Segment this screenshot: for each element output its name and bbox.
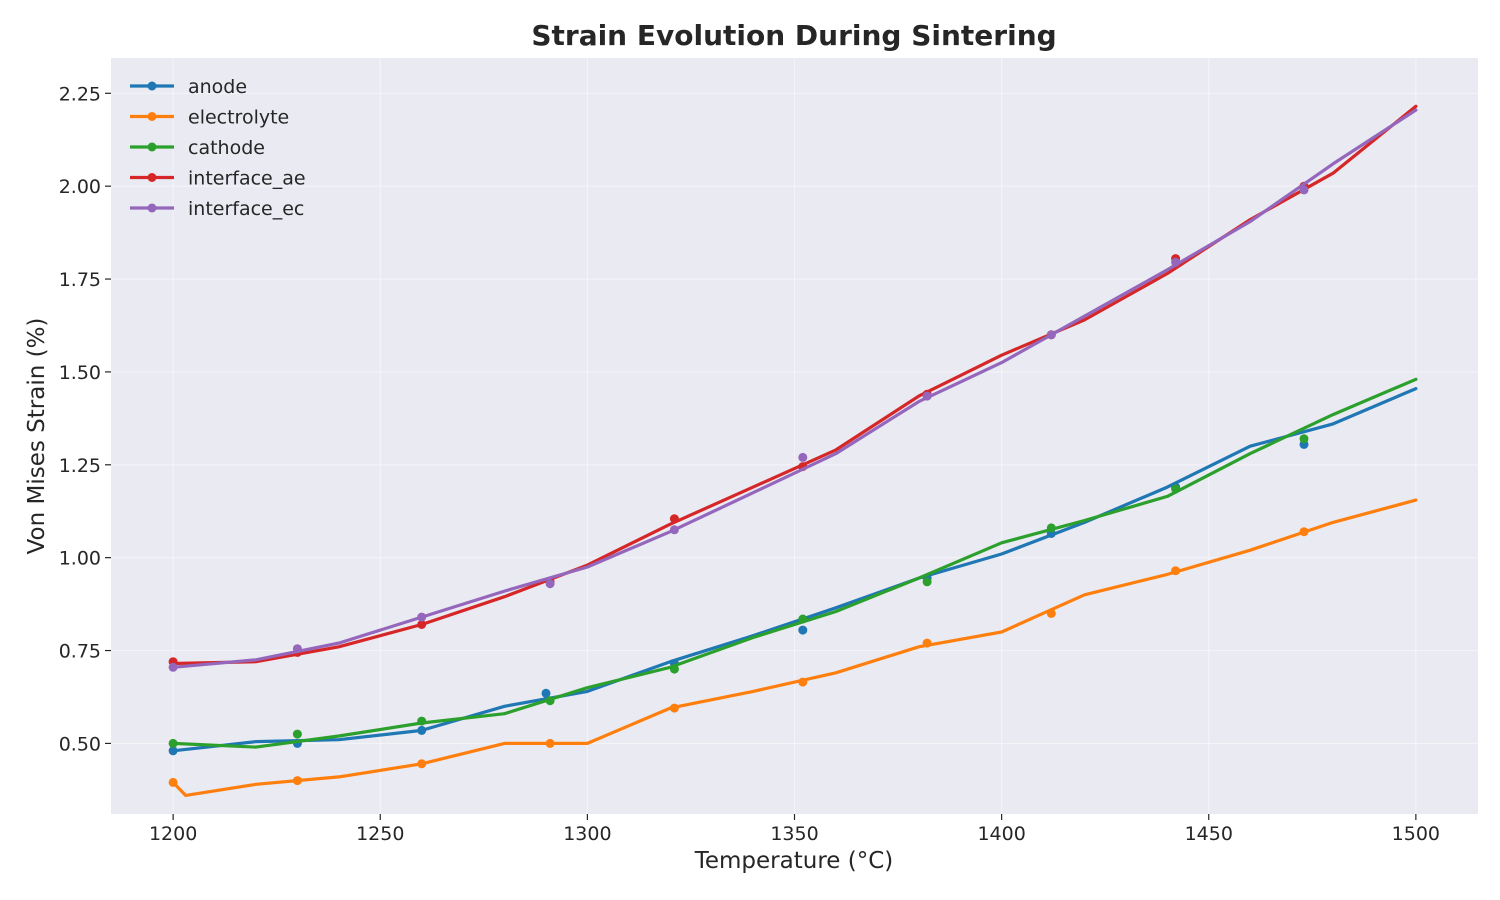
legend-marker: [147, 81, 157, 91]
legend-item-electrolyte: electrolyte: [130, 107, 289, 129]
data-point-electrolyte: [168, 777, 178, 787]
data-point-anode: [417, 725, 427, 735]
series-line-interface_ec: [171, 108, 1418, 669]
x-tick-label: 1250: [356, 823, 404, 845]
y-axis-label: Von Mises Strain (%): [24, 318, 50, 555]
data-point-interface_ec: [417, 612, 427, 622]
series-lines: [168, 104, 1418, 798]
data-point-cathode: [798, 614, 808, 624]
y-tick-label: 0.50: [59, 733, 101, 755]
data-point-interface_ec: [922, 391, 932, 401]
y-tick-label: 1.00: [59, 548, 101, 570]
legend-marker: [147, 173, 157, 182]
data-point-interface_ae: [669, 514, 679, 524]
series-line-cathode: [171, 377, 1418, 749]
y-tick-label: 1.75: [59, 269, 101, 291]
x-tick-label: 1300: [563, 823, 611, 845]
chart-title: Strain Evolution During Sintering: [531, 19, 1056, 52]
data-point-electrolyte: [1046, 608, 1056, 618]
data-point-interface_ec: [292, 644, 302, 654]
legend-item-cathode: cathode: [130, 137, 265, 159]
data-point-cathode: [417, 716, 427, 726]
data-point-electrolyte: [1171, 566, 1181, 576]
legend-label: interface_ec: [188, 198, 304, 220]
data-point-interface_ec: [1046, 330, 1056, 340]
data-point-electrolyte: [798, 677, 808, 687]
y-tick-label: 2.00: [59, 176, 101, 198]
legend-item-interface_ec: interface_ec: [130, 198, 304, 220]
legend-label: anode: [188, 76, 247, 98]
data-point-cathode: [1171, 484, 1181, 494]
legend-marker: [147, 142, 157, 152]
data-point-electrolyte: [669, 703, 679, 713]
x-tick-label: 1350: [770, 823, 818, 845]
data-point-cathode: [922, 577, 932, 587]
data-point-cathode: [1299, 434, 1309, 444]
plot-area: [111, 58, 1478, 814]
data-point-interface_ec: [1171, 257, 1181, 267]
data-point-anode: [541, 688, 551, 698]
x-tick-label: 1400: [977, 823, 1025, 845]
data-point-cathode: [168, 738, 178, 748]
series-interface_ec: [168, 108, 1418, 672]
x-axis-label: Temperature (°C): [694, 848, 894, 874]
data-point-electrolyte: [922, 638, 932, 648]
data-point-interface_ec: [669, 525, 679, 535]
legend-label: cathode: [188, 137, 265, 159]
data-point-anode: [798, 625, 808, 635]
data-point-electrolyte: [545, 738, 555, 748]
legend-marker: [147, 203, 157, 213]
y-tick-label: 1.25: [59, 455, 101, 477]
legend: anode electrolyte cathode interface_aeinter…: [130, 76, 306, 220]
y-axis-ticks: 0.50 0.75 1.00 1.25 1.50 1.75 2.00 2.25: [59, 83, 111, 755]
series-line-electrolyte: [171, 498, 1418, 798]
data-point-cathode: [292, 729, 302, 739]
y-tick-label: 0.75: [59, 641, 101, 663]
data-point-interface_ec: [798, 452, 808, 462]
legend-marker: [147, 112, 157, 121]
data-point-electrolyte: [1299, 527, 1309, 537]
y-tick-label: 2.25: [59, 83, 101, 105]
grid: [111, 58, 1478, 814]
data-point-interface_ec: [1299, 185, 1309, 195]
series-electrolyte: [168, 498, 1418, 798]
x-tick-label: 1500: [1392, 823, 1440, 845]
data-point-cathode: [1046, 523, 1056, 533]
data-point-anode: [168, 746, 178, 756]
legend-label: interface_ae: [188, 168, 306, 190]
series-cathode: [168, 377, 1418, 749]
data-point-interface_ec: [545, 579, 555, 589]
data-point-electrolyte: [417, 759, 427, 769]
legend-item-anode: anode: [130, 76, 247, 98]
x-tick-label: 1450: [1185, 823, 1233, 845]
data-point-electrolyte: [292, 776, 302, 786]
data-point-interface_ae: [417, 620, 427, 629]
legend-label: electrolyte: [188, 107, 289, 129]
data-point-cathode: [669, 664, 679, 674]
data-point-cathode: [545, 696, 555, 706]
legend-item-interface_ae: interface_ae: [130, 168, 306, 190]
y-tick-label: 1.50: [59, 362, 101, 384]
x-axis-ticks: 1200 1250 1300 1350 1400 1450 1500: [149, 814, 1440, 845]
x-tick-label: 1200: [149, 823, 197, 845]
series-line-anode: [171, 387, 1418, 753]
data-point-interface_ec: [168, 662, 178, 672]
